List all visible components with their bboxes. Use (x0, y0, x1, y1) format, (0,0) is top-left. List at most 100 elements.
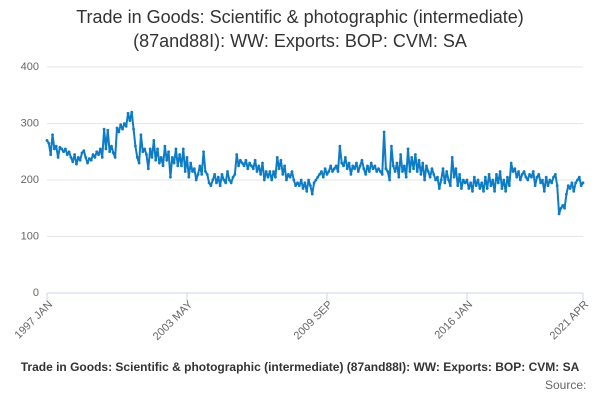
point (511, 170, 515, 173)
point (194, 178, 198, 182)
point (561, 204, 565, 207)
point (261, 161, 264, 165)
point (126, 111, 130, 115)
point (205, 172, 209, 176)
point (156, 147, 159, 151)
point (209, 184, 213, 188)
point (183, 170, 187, 173)
point (334, 164, 338, 168)
point (504, 189, 508, 193)
point (51, 133, 54, 137)
point (513, 167, 517, 171)
point (467, 187, 471, 190)
point (246, 167, 250, 171)
point (507, 184, 511, 188)
point (119, 123, 123, 127)
point (312, 181, 316, 185)
point (391, 164, 395, 168)
point (487, 172, 491, 176)
point (331, 170, 334, 173)
point (419, 172, 423, 176)
point (496, 181, 500, 185)
point (229, 181, 233, 185)
point (215, 181, 218, 185)
point (526, 178, 530, 182)
point (546, 184, 550, 188)
point (533, 184, 537, 188)
point (128, 119, 132, 123)
point (259, 172, 263, 176)
y-tick-label: 100 (21, 230, 39, 242)
point (439, 178, 443, 182)
point (191, 170, 194, 173)
point (581, 181, 585, 185)
point (563, 206, 566, 210)
point (82, 149, 86, 153)
point (378, 170, 382, 173)
point (240, 161, 244, 165)
point (143, 147, 147, 151)
point (406, 147, 410, 151)
point (266, 175, 270, 179)
point (189, 161, 193, 165)
point (58, 145, 62, 149)
point (452, 175, 456, 179)
point (356, 170, 360, 173)
point (132, 127, 135, 131)
point (165, 158, 169, 162)
point (461, 178, 465, 182)
point (436, 175, 439, 179)
point (242, 164, 246, 168)
point (482, 189, 485, 193)
point (421, 161, 425, 165)
point (327, 170, 331, 173)
point (222, 178, 226, 182)
point (347, 161, 351, 165)
point (192, 167, 196, 171)
point (495, 172, 498, 176)
point (577, 175, 581, 179)
point (174, 147, 178, 151)
x-tick-label: 2021 APR (548, 299, 592, 343)
point (535, 175, 539, 179)
point (45, 139, 49, 142)
point (541, 178, 544, 182)
x-tick-label: 2009 SEP (292, 299, 336, 343)
point (542, 189, 546, 193)
point (500, 187, 504, 190)
point (498, 170, 502, 173)
point (485, 187, 489, 190)
point (113, 156, 117, 159)
point (345, 167, 349, 171)
point (343, 156, 347, 159)
point (450, 156, 454, 159)
point (568, 187, 572, 190)
point (181, 147, 185, 151)
point (471, 189, 474, 193)
point (288, 175, 292, 179)
point (574, 181, 578, 185)
x-tick-label: 1997 JAN (13, 299, 56, 342)
point (489, 184, 493, 188)
point (294, 184, 298, 188)
point (369, 161, 373, 165)
point (517, 170, 520, 173)
point (198, 164, 202, 168)
y-tick-label: 200 (21, 174, 39, 186)
point (139, 133, 143, 137)
point (367, 170, 371, 173)
point (320, 170, 323, 173)
point (180, 164, 183, 168)
point (102, 127, 106, 131)
chart-title-line2: (87and88I): WW: Exports: BOP: CVM: SA (133, 31, 467, 51)
point (100, 156, 104, 159)
source: Source: (545, 378, 586, 392)
point (270, 178, 274, 182)
point (393, 170, 397, 173)
point (423, 178, 426, 182)
point (432, 172, 436, 176)
point (71, 160, 75, 164)
point (528, 172, 531, 176)
point (60, 147, 64, 151)
point (115, 126, 119, 130)
